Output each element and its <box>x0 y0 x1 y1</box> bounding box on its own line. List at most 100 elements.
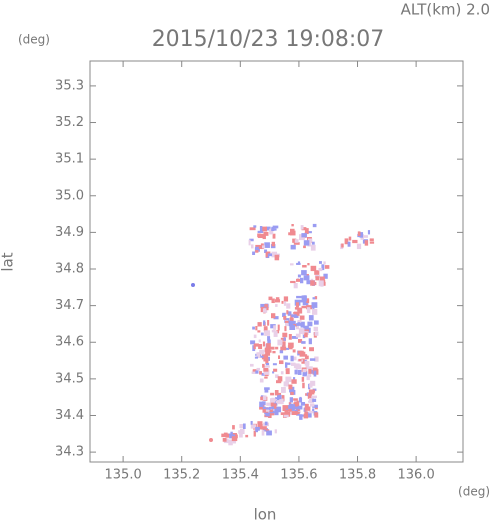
y-tick-label: 35.2 <box>55 115 84 130</box>
echo-cell <box>262 308 268 313</box>
echo-cell <box>288 320 292 327</box>
echo-cell <box>305 364 309 370</box>
echo-cell <box>277 392 282 396</box>
echo-cell <box>266 430 272 436</box>
echo-cell <box>302 300 308 306</box>
echo-cell <box>281 387 286 393</box>
echo-cell <box>274 403 277 409</box>
echo-cell <box>299 396 302 400</box>
echo-cell <box>302 368 307 373</box>
echo-cell <box>290 244 296 250</box>
echo-cell <box>283 316 287 320</box>
echo-cell <box>248 239 251 246</box>
echo-cell <box>289 405 295 411</box>
echo-cell <box>261 226 267 232</box>
echo-cell <box>285 368 290 371</box>
echo-cell <box>270 402 274 407</box>
echo-cell <box>300 321 305 328</box>
echo-cell <box>245 434 249 438</box>
x-tick-label: 135.6 <box>280 468 317 483</box>
echo-cell <box>293 324 298 327</box>
echo-cell <box>302 332 306 339</box>
echo-cell <box>310 380 316 386</box>
echo-cell <box>259 226 263 232</box>
echo-cell <box>288 342 294 348</box>
echo-cell <box>318 280 324 287</box>
echo-cell <box>369 238 374 242</box>
echo-cell <box>308 410 314 414</box>
echo-cell <box>256 367 261 371</box>
echo-cell <box>271 298 275 304</box>
echo-cell <box>364 240 369 246</box>
echo-cell <box>298 405 303 410</box>
echo-cell <box>273 325 277 330</box>
echo-cell <box>264 387 270 390</box>
y-tick-label: 34.3 <box>55 445 84 460</box>
echo-cell <box>308 238 313 242</box>
echo-cell <box>281 300 284 304</box>
y-axis-label: lat <box>0 252 17 271</box>
x-tick-label: 135.8 <box>339 468 376 483</box>
echo-cell <box>297 369 302 375</box>
echo-cell <box>301 227 307 231</box>
echo-cell <box>284 410 288 416</box>
echo-cell <box>255 326 258 331</box>
y-tick-label: 34.8 <box>55 262 84 277</box>
echo-cell <box>298 397 303 403</box>
echo-cell <box>288 232 291 236</box>
x-tick-label: 135.2 <box>163 468 200 483</box>
echo-cell <box>267 336 271 341</box>
echo-cell <box>314 331 319 336</box>
echo-cell <box>308 400 311 403</box>
echo-cell <box>265 358 269 365</box>
echo-cell <box>314 270 320 275</box>
echo-cell <box>311 302 318 308</box>
echo-cell <box>266 251 271 255</box>
echo-cell <box>277 398 284 405</box>
echo-cell <box>298 328 305 335</box>
echo-cell <box>298 339 303 343</box>
echo-cell <box>282 341 286 347</box>
echo-cell <box>286 303 291 309</box>
echo-cell <box>312 297 316 300</box>
echo-cell <box>253 334 257 339</box>
echo-cell <box>259 406 263 410</box>
echo-cell <box>264 304 268 308</box>
echo-cell <box>288 411 293 415</box>
echo-cell <box>275 299 281 303</box>
echo-cell <box>289 386 295 393</box>
echo-cell <box>312 404 318 408</box>
echo-cell <box>283 337 286 341</box>
echo-cell <box>310 280 315 286</box>
echo-cell <box>294 400 299 406</box>
echo-cell <box>282 405 289 412</box>
echo-cell <box>293 356 297 361</box>
echo-cell <box>305 355 309 360</box>
echo-cell <box>319 261 322 264</box>
echo-cell <box>272 233 276 239</box>
echo-cell <box>297 411 300 415</box>
echo-cell <box>312 308 318 315</box>
echo-cell <box>262 235 266 240</box>
echo-cell <box>297 309 300 312</box>
echo-cell <box>344 238 349 245</box>
echo-cell <box>266 402 272 406</box>
echo-cell <box>263 355 269 361</box>
echo-cell <box>314 412 319 418</box>
echo-cell <box>257 322 262 327</box>
echo-cell <box>259 378 264 383</box>
echo-cell <box>251 244 254 249</box>
echo-cell <box>295 324 300 330</box>
x-unit: (deg) <box>458 485 490 499</box>
echo-cell <box>291 314 297 318</box>
echo-cell <box>356 243 362 250</box>
echo-cell <box>262 363 265 368</box>
echo-cell <box>312 408 315 412</box>
echo-cell <box>267 339 271 344</box>
echo-cell <box>271 228 277 231</box>
echo-cell <box>306 298 310 303</box>
echo-cell <box>266 343 271 349</box>
echo-cell <box>262 428 268 432</box>
echo-cell <box>314 356 319 362</box>
echo-cell <box>289 317 294 322</box>
